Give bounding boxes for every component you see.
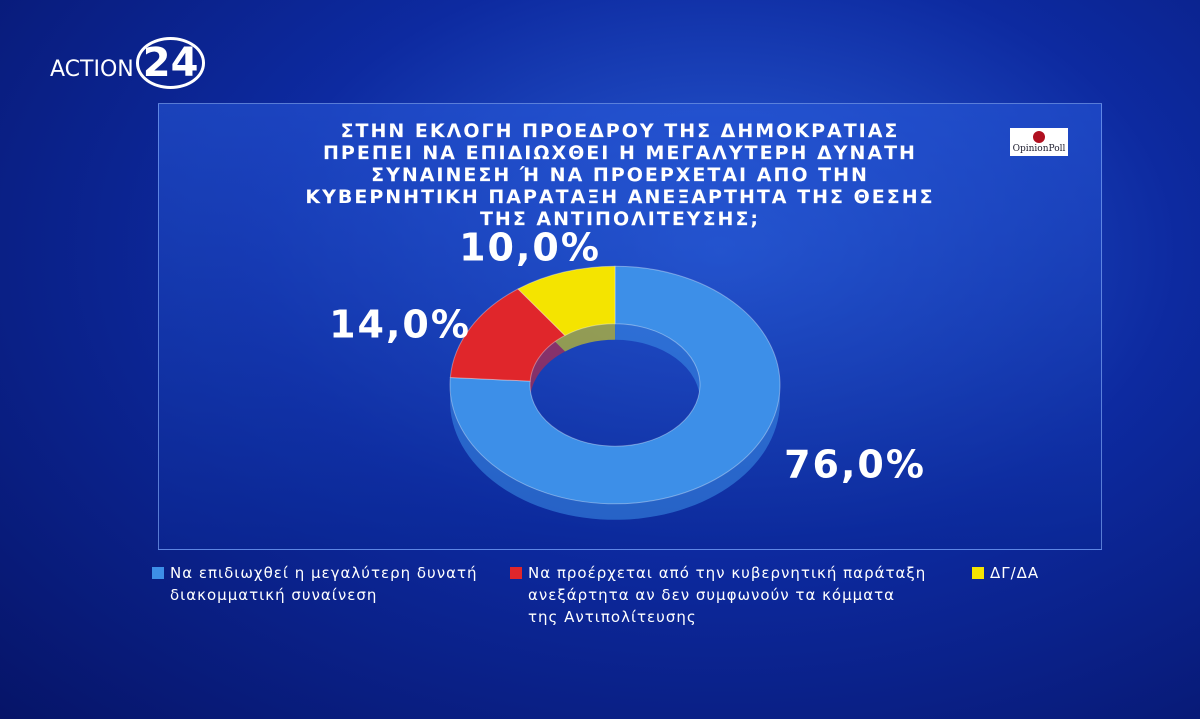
channel-name: ACTION — [50, 57, 134, 82]
slice — [449, 288, 566, 382]
channel-logo: ACTION 24 — [50, 37, 206, 89]
value-label: 76,0% — [784, 443, 926, 487]
pollster-logo: OpinionPoll — [1010, 128, 1068, 156]
legend-item: ΔΓ/ΔΑ — [972, 562, 1070, 584]
legend-swatch — [510, 567, 522, 579]
value-label: 14,0% — [329, 303, 471, 347]
channel-number: 24 — [135, 37, 206, 89]
legend-label: Να επιδιωχθεί η μεγαλύτερη δυνατή διακομ… — [170, 564, 478, 604]
legend-item: Να προέρχεται από την κυβερνητική παράτα… — [510, 562, 928, 628]
value-label: 10,0% — [459, 226, 601, 270]
legend-label: Να προέρχεται από την κυβερνητική παράτα… — [528, 564, 927, 626]
legend-swatch — [972, 567, 984, 579]
chart-title: ΣΤΗΝ ΕΚΛΟΓΗ ΠΡΟΕΔΡΟΥ ΤΗΣ ΔΗΜΟΚΡΑΤΙΑΣ ΠΡΕ… — [305, 120, 935, 230]
slice — [449, 265, 781, 505]
legend-label: ΔΓ/ΔΑ — [990, 564, 1040, 582]
legend-item: Να επιδιωχθεί η μεγαλύτερη δυνατή διακομ… — [152, 562, 500, 606]
slice — [517, 265, 616, 337]
legend-swatch — [152, 567, 164, 579]
